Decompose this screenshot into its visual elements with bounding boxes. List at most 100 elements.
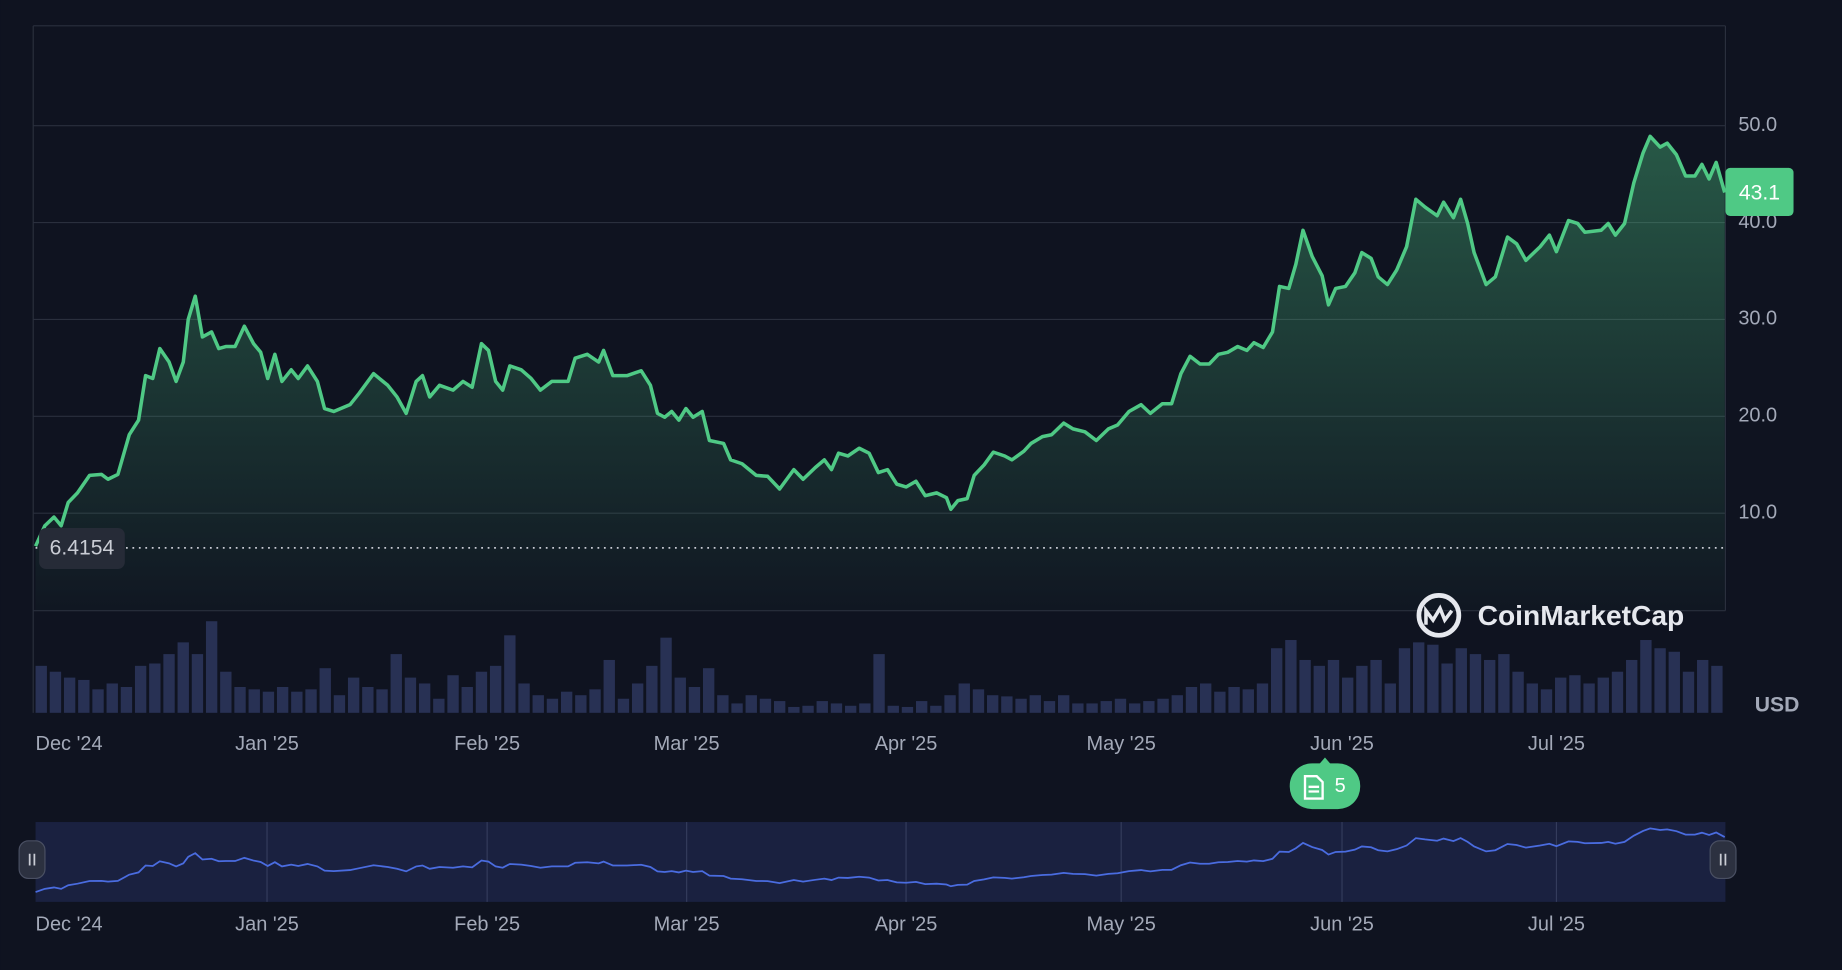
volume-bar xyxy=(1540,689,1553,713)
volume-bar xyxy=(1242,689,1254,713)
volume-bar xyxy=(546,698,559,713)
volume-bar xyxy=(915,701,928,713)
x-tick-label: May '25 xyxy=(1087,733,1156,755)
navigator-tick-label: Jan '25 xyxy=(235,914,299,936)
volume-bar xyxy=(788,706,800,713)
volume-bar xyxy=(291,691,303,713)
volume-bar xyxy=(1057,695,1070,713)
volume-bar xyxy=(1654,648,1666,713)
navigator-handle[interactable] xyxy=(18,840,46,879)
volume-bar xyxy=(63,677,76,713)
volume-bar xyxy=(1143,701,1155,713)
volume-bar xyxy=(589,689,601,713)
volume-bar xyxy=(163,654,175,713)
navigator-tick-label: Jul '25 xyxy=(1528,914,1585,936)
volume-bar xyxy=(1285,640,1297,713)
volume-bar xyxy=(234,686,246,713)
open-price-box xyxy=(39,527,125,570)
volume-bar xyxy=(575,695,587,713)
volume-bar xyxy=(1029,695,1041,713)
volume-bar xyxy=(1043,701,1056,713)
volume-bar xyxy=(688,686,701,713)
volume-bar xyxy=(859,703,871,713)
volume-bar xyxy=(106,683,118,713)
volume-bar xyxy=(220,671,232,713)
volume-bar xyxy=(362,686,374,713)
volume-bar xyxy=(1114,698,1127,713)
navigator-tick-label: Jun '25 xyxy=(1310,914,1374,936)
volume-bar xyxy=(1427,644,1439,713)
volume-bar xyxy=(305,689,317,713)
navigator-tick-label: Mar '25 xyxy=(654,914,720,936)
volume-bar xyxy=(745,695,757,713)
x-tick-label: Jul '25 xyxy=(1528,733,1585,755)
grid: 10.0 20.0 30.0 40.0 50.0 Dec '24 Jan '25 Feb '2… xyxy=(33,114,1777,755)
navigator-window xyxy=(35,822,1726,902)
volume-bar xyxy=(390,654,402,713)
volume-bar xyxy=(1370,659,1382,713)
x-tick-label: Dec '24 xyxy=(36,733,103,755)
volume-bar xyxy=(1555,677,1567,713)
news-badge-box[interactable] xyxy=(1289,763,1361,810)
volume-bar xyxy=(759,698,772,713)
volume-bar xyxy=(262,691,275,713)
volume-bar xyxy=(1441,663,1453,713)
volume-bar xyxy=(319,668,331,713)
plot: 6.4154 43.1 xyxy=(33,134,1794,611)
x-tick-label: Jun '25 xyxy=(1310,733,1374,755)
volume-bar xyxy=(376,689,388,713)
news-badge[interactable]: 5 xyxy=(1289,757,1361,810)
volume-bar xyxy=(1455,648,1467,713)
volume-bar xyxy=(1597,677,1609,713)
volume-bar xyxy=(1583,683,1595,713)
volume-bars xyxy=(35,621,1723,713)
navigator-handle-grip[interactable] xyxy=(18,840,46,879)
x-tick-label: Mar '25 xyxy=(654,733,720,755)
volume-bar xyxy=(1327,659,1340,713)
navigator-handle-grip[interactable] xyxy=(1709,840,1737,879)
volume-bar xyxy=(347,677,360,713)
navigator-tick-label: Dec '24 xyxy=(36,914,103,936)
volume-bar xyxy=(276,686,289,713)
volume-bar xyxy=(1526,683,1538,713)
volume-bar xyxy=(972,689,985,713)
volume-bar xyxy=(1128,703,1141,713)
volume-bar xyxy=(1228,686,1240,713)
news-icon xyxy=(1303,775,1324,800)
news-count[interactable]: 5 xyxy=(1335,775,1346,797)
watermark-logo xyxy=(1416,593,1462,638)
volume-bar xyxy=(78,679,90,713)
volume-bar xyxy=(1682,671,1695,713)
volume-bar xyxy=(92,689,104,713)
volume-bar xyxy=(1668,651,1680,713)
volume-bar xyxy=(489,665,502,713)
volume-bar xyxy=(1512,671,1524,713)
navigator-handle[interactable] xyxy=(1709,840,1737,879)
navigator: Dec '24 Jan '25 Feb '25 Mar '25 Apr '25 May '… xyxy=(18,822,1737,936)
volume-bar xyxy=(248,689,260,713)
volume-bar xyxy=(1256,683,1269,713)
volume-bar xyxy=(802,705,814,713)
volume-bar xyxy=(631,683,644,713)
volume-bar xyxy=(1199,683,1212,713)
volume-bar xyxy=(418,683,431,713)
volume-bar xyxy=(447,675,459,713)
volume-bar xyxy=(887,705,899,713)
volume-bar xyxy=(617,698,630,713)
watermark-logo-mark xyxy=(1424,604,1454,625)
volume-bar xyxy=(475,671,488,713)
volume-bar xyxy=(177,642,189,713)
x-tick-label: Apr '25 xyxy=(875,733,938,755)
volume-bar xyxy=(1469,654,1482,713)
volume-bar xyxy=(1711,665,1723,713)
navigator-line xyxy=(35,827,1726,893)
open-price-label: 6.4154 xyxy=(50,537,115,560)
volume-bar xyxy=(504,635,516,713)
navigator-tick-label: May '25 xyxy=(1087,914,1156,936)
volume-bar xyxy=(134,665,147,713)
area-fill xyxy=(35,136,1725,611)
volume-bar xyxy=(1342,677,1354,713)
volume-bar xyxy=(1626,659,1638,713)
volume-bar xyxy=(1384,683,1396,713)
